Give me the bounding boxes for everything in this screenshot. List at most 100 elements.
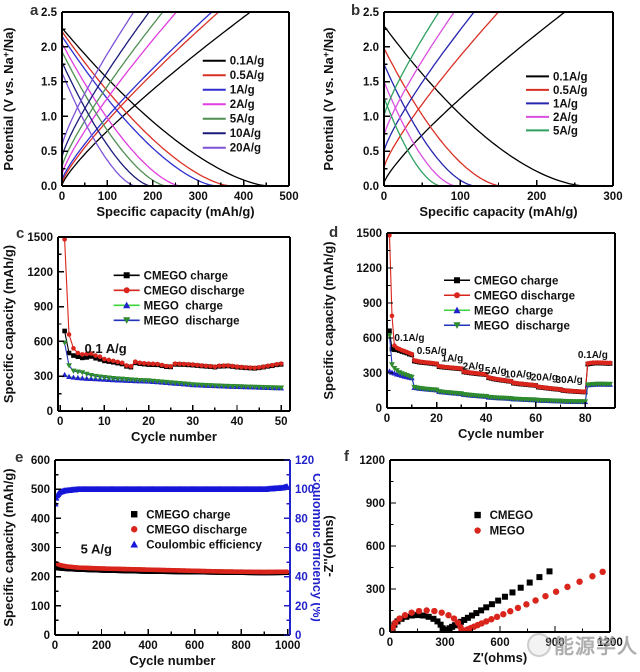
svg-text:0: 0 xyxy=(387,637,393,649)
svg-text:0.5A/g: 0.5A/g xyxy=(230,70,265,82)
svg-text:MEGO charge: MEGO charge xyxy=(144,300,223,312)
svg-text:Z'(ohms): Z'(ohms) xyxy=(473,650,527,665)
svg-text:900: 900 xyxy=(363,298,382,310)
svg-text:900: 900 xyxy=(34,302,53,314)
panel-d: d 0 20 40 60 80 0 300 600 900 1200 1500 Cycle numbe… xyxy=(320,224,640,448)
svg-text:300: 300 xyxy=(189,191,208,203)
svg-text:-Z''(ohms): -Z''(ohms) xyxy=(321,515,336,577)
svg-text:600: 600 xyxy=(34,336,53,348)
panel-label-a: a xyxy=(30,2,39,19)
svg-text:200: 200 xyxy=(31,572,50,584)
svg-text:0.1A/g: 0.1A/g xyxy=(553,71,588,83)
svg-text:Potential (V vs. Na+/Na): Potential (V vs. Na+/Na) xyxy=(1,27,16,170)
svg-text:CMEGO charge: CMEGO charge xyxy=(146,509,230,521)
svg-text:80: 80 xyxy=(579,413,592,425)
svg-text:800: 800 xyxy=(232,640,251,652)
svg-text:Specific capacity (mAh/g): Specific capacity (mAh/g) xyxy=(1,245,16,403)
svg-text:MEGO: MEGO xyxy=(490,526,525,538)
svg-text:Specific capacity (mAh/g): Specific capacity (mAh/g) xyxy=(321,241,336,399)
svg-text:0.5: 0.5 xyxy=(363,146,380,158)
svg-text:0.0: 0.0 xyxy=(41,181,57,193)
svg-text:1200: 1200 xyxy=(597,637,623,649)
svg-text:400: 400 xyxy=(31,513,50,525)
svg-text:40: 40 xyxy=(480,413,493,425)
svg-text:1200: 1200 xyxy=(356,263,382,275)
panel-a: a 0 100 200 300 400 500 0.0 0.5 1.0 1.5 2.0 2.5 Spec… xyxy=(0,0,320,224)
svg-text:400: 400 xyxy=(138,640,157,652)
svg-text:600: 600 xyxy=(366,541,385,553)
svg-text:0.5: 0.5 xyxy=(41,146,58,158)
svg-text:2.0: 2.0 xyxy=(363,42,379,54)
svg-text:10A/g: 10A/g xyxy=(505,369,532,380)
svg-text:1000: 1000 xyxy=(275,640,301,652)
svg-text:CMEGO charge: CMEGO charge xyxy=(474,275,558,287)
svg-text:600: 600 xyxy=(363,333,382,345)
chart-c-cycling: 0 10 20 30 40 50 0 300 600 900 1200 1500 Cycle numbe… xyxy=(1,232,291,444)
svg-text:2A/g: 2A/g xyxy=(553,112,578,124)
svg-text:0: 0 xyxy=(376,403,382,415)
chart-e-long-cycling: 0 200 400 600 800 100001002003004005006000204… xyxy=(1,455,320,668)
svg-text:100: 100 xyxy=(295,484,314,496)
svg-text:0.5A/g: 0.5A/g xyxy=(553,85,588,97)
svg-text:5A/g: 5A/g xyxy=(230,114,255,126)
svg-text:20: 20 xyxy=(142,416,155,428)
svg-text:Cycle number: Cycle number xyxy=(458,426,544,441)
svg-text:10: 10 xyxy=(98,416,111,428)
svg-text:Cycle number: Cycle number xyxy=(131,429,217,444)
svg-text:0.1A/g: 0.1A/g xyxy=(230,56,265,68)
svg-text:0.5A/g: 0.5A/g xyxy=(417,346,447,357)
svg-text:MEGO discharge: MEGO discharge xyxy=(474,320,570,332)
svg-text:400: 400 xyxy=(234,191,253,203)
svg-text:900: 900 xyxy=(545,637,564,649)
panel-label-b: b xyxy=(351,2,361,19)
svg-text:1.0: 1.0 xyxy=(363,111,379,123)
svg-text:1.0: 1.0 xyxy=(41,111,57,123)
svg-text:100: 100 xyxy=(31,601,50,613)
svg-text:120: 120 xyxy=(295,455,314,467)
svg-text:0: 0 xyxy=(57,416,63,428)
svg-text:300: 300 xyxy=(34,371,53,383)
svg-text:300: 300 xyxy=(31,543,50,555)
panel-label-c: c xyxy=(16,225,25,242)
svg-text:1200: 1200 xyxy=(27,267,53,279)
svg-text:40: 40 xyxy=(295,572,308,584)
svg-text:0: 0 xyxy=(295,630,301,642)
svg-text:80: 80 xyxy=(295,513,308,525)
svg-text:1A/g: 1A/g xyxy=(230,85,255,97)
svg-text:0.0: 0.0 xyxy=(363,181,379,193)
panel-e: e 0 200 400 600 800 1000 0 100 200 300 400 500 600 0 2… xyxy=(0,448,320,672)
panel-label-f: f xyxy=(344,448,349,465)
chart-f-nyquist: 0 300 600 900 1200 0 300 600 900 1200 Z'(ohms) -Z''… xyxy=(321,455,623,665)
svg-text:1A/g: 1A/g xyxy=(442,354,464,365)
svg-text:100: 100 xyxy=(98,191,117,203)
svg-text:0.1A/g: 0.1A/g xyxy=(394,333,424,344)
svg-text:CMEGO discharge: CMEGO discharge xyxy=(146,524,247,536)
svg-text:60: 60 xyxy=(295,543,308,555)
svg-text:1500: 1500 xyxy=(27,232,53,244)
svg-text:2.0: 2.0 xyxy=(41,42,57,54)
svg-text:200: 200 xyxy=(527,191,546,203)
svg-text:600: 600 xyxy=(490,637,509,649)
svg-text:1500: 1500 xyxy=(356,228,382,240)
svg-text:300: 300 xyxy=(435,637,454,649)
svg-text:600: 600 xyxy=(185,640,204,652)
svg-text:30A/g: 30A/g xyxy=(556,375,583,386)
svg-text:Coulombic efficiency: Coulombic efficiency xyxy=(146,539,262,551)
svg-text:0: 0 xyxy=(59,191,65,203)
svg-text:CMEGO: CMEGO xyxy=(490,510,533,522)
svg-text:0.1A/g: 0.1A/g xyxy=(578,350,608,361)
svg-text:2.5: 2.5 xyxy=(41,7,58,19)
svg-text:Coulombic efficiency (%): Coulombic efficiency (%) xyxy=(310,473,320,622)
svg-text:10A/g: 10A/g xyxy=(230,128,261,140)
svg-text:1A/g: 1A/g xyxy=(553,98,578,110)
svg-text:0: 0 xyxy=(47,406,53,418)
svg-text:1.5: 1.5 xyxy=(363,77,380,89)
chart-a-gcd-curves: 0 100 200 300 400 500 0.0 0.5 1.0 1.5 2.0 2.5 Specif… xyxy=(1,7,299,219)
chart-d-rate-capability: 0 20 40 60 80 0 300 600 900 1200 1500 Cycle number S… xyxy=(321,228,616,441)
svg-text:0: 0 xyxy=(379,627,385,639)
svg-text:0: 0 xyxy=(384,413,390,425)
svg-text:Specific capacity (mAh/g): Specific capacity (mAh/g) xyxy=(419,204,577,219)
svg-text:0: 0 xyxy=(44,630,50,642)
svg-text:2.5: 2.5 xyxy=(363,7,380,19)
svg-text:20: 20 xyxy=(430,413,443,425)
